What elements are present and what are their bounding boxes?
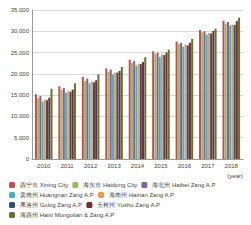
svg-text:5,000: 5,000 <box>14 135 30 141</box>
svg-text:2015: 2015 <box>154 163 168 169</box>
svg-text:10,000: 10,000 <box>11 113 30 119</box>
svg-text:海南州 Hainan Zang A.P: 海南州 Hainan Zang A.P <box>109 192 174 198</box>
svg-text:0: 0 <box>26 156 30 162</box>
svg-text:25,000: 25,000 <box>11 50 30 56</box>
svg-text:玉树州 Yushu Zang A.P: 玉树州 Yushu Zang A.P <box>97 202 160 208</box>
svg-text:15,000: 15,000 <box>11 92 30 98</box>
svg-text:(year): (year) <box>227 173 243 179</box>
svg-text:2013: 2013 <box>107 163 121 169</box>
svg-text:2014: 2014 <box>131 163 145 169</box>
svg-text:海北州 Haibei Zang A.P: 海北州 Haibei Zang A.P <box>152 182 215 188</box>
svg-text:2011: 2011 <box>61 163 75 169</box>
svg-text:2016: 2016 <box>178 163 192 169</box>
svg-text:20,000: 20,000 <box>11 71 30 77</box>
svg-text:2010: 2010 <box>37 163 51 169</box>
svg-text:海东市 Haidong City: 海东市 Haidong City <box>83 181 137 188</box>
svg-text:海西州 Haixi Mongolian & Zang A.P: 海西州 Haixi Mongolian & Zang A.P <box>20 212 114 218</box>
svg-text:2012: 2012 <box>84 163 98 169</box>
svg-text:2017: 2017 <box>201 163 215 169</box>
svg-text:2018: 2018 <box>225 163 239 169</box>
svg-text:30,000: 30,000 <box>11 28 30 34</box>
svg-text:果洛州 Golog Zang A.P: 果洛州 Golog Zang A.P <box>20 202 82 208</box>
svg-text:黄南州 Huangnan Zang A.P: 黄南州 Huangnan Zang A.P <box>20 192 94 198</box>
svg-text:35,000: 35,000 <box>11 7 30 13</box>
svg-text:西宁市 Xining City: 西宁市 Xining City <box>20 181 68 188</box>
